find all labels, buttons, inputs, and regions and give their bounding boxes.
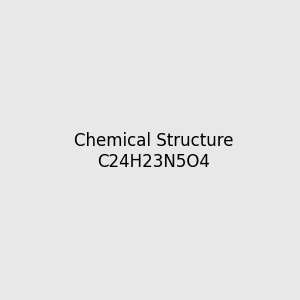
Text: Chemical Structure
C24H23N5O4: Chemical Structure C24H23N5O4 [74, 132, 233, 171]
